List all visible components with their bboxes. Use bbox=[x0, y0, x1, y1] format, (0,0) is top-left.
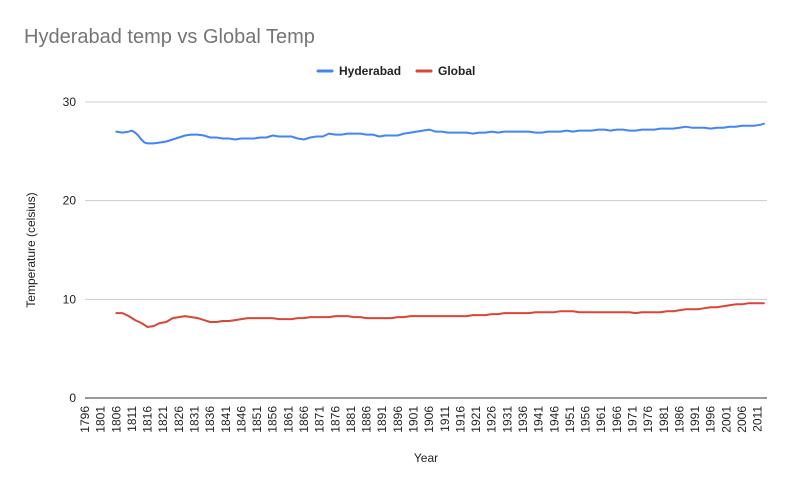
x-tick-label: 1831 bbox=[187, 406, 201, 433]
x-tick-label: 1856 bbox=[266, 406, 280, 433]
gridlines bbox=[85, 101, 767, 399]
series-line-hyderabad[interactable] bbox=[115, 122, 765, 145]
legend-label-global: Global bbox=[438, 64, 475, 78]
legend-label-hyderabad: Hyderabad bbox=[339, 64, 401, 78]
legend: Hyderabad Global bbox=[316, 64, 475, 78]
x-tick-label: 1821 bbox=[156, 406, 170, 433]
x-tick-label: 1806 bbox=[109, 406, 123, 433]
x-axis-label: Year bbox=[414, 451, 438, 465]
x-tick-label: 1881 bbox=[344, 406, 358, 433]
x-tick-label: 1866 bbox=[297, 406, 311, 433]
y-tick-label: 30 bbox=[63, 95, 77, 109]
x-tick-label: 1911 bbox=[438, 406, 452, 432]
x-tick-label: 2001 bbox=[719, 406, 733, 433]
x-tick-label: 1976 bbox=[641, 406, 655, 433]
x-tick-label: 1991 bbox=[688, 406, 702, 433]
x-tick-label: 1876 bbox=[328, 406, 342, 433]
x-tick-label: 1986 bbox=[672, 406, 686, 433]
x-tick-label: 1901 bbox=[406, 406, 420, 433]
x-tick-label: 1861 bbox=[281, 406, 295, 433]
x-tick-label: 1826 bbox=[172, 406, 186, 433]
x-axis-ticks: 1796 1801 1806 1811 1816 1821 1826 1831 1836 1841… bbox=[78, 406, 765, 433]
x-tick-label: 1841 bbox=[219, 406, 233, 433]
y-axis-ticks: 0 10 20 30 bbox=[63, 95, 77, 405]
x-tick-label: 1966 bbox=[610, 406, 624, 433]
x-tick-label: 1871 bbox=[313, 406, 327, 433]
x-tick-label: 1936 bbox=[516, 406, 530, 433]
x-tick-label: 1996 bbox=[704, 406, 718, 433]
x-tick-label: 1891 bbox=[375, 406, 389, 433]
x-tick-label: 1921 bbox=[469, 406, 483, 433]
x-tick-label: 1796 bbox=[78, 406, 92, 433]
legend-item-global[interactable]: Global bbox=[415, 64, 475, 78]
x-tick-label: 2006 bbox=[735, 406, 749, 433]
x-tick-label: 1951 bbox=[563, 406, 577, 433]
x-tick-label: 1926 bbox=[485, 406, 499, 433]
x-tick-label: 1941 bbox=[532, 406, 546, 433]
x-tick-label: 1811 bbox=[125, 406, 139, 432]
x-tick-label: 1981 bbox=[657, 406, 671, 433]
x-tick-label: 1971 bbox=[625, 406, 639, 433]
y-axis-label: Temperature (celsius) bbox=[24, 192, 38, 307]
chart-title: Hyderabad temp vs Global Temp bbox=[24, 26, 315, 48]
series-line-global[interactable] bbox=[115, 302, 765, 328]
x-tick-label: 1836 bbox=[203, 406, 217, 433]
x-tick-label: 1816 bbox=[141, 406, 155, 433]
x-tick-label: 1956 bbox=[579, 406, 593, 433]
series-lines bbox=[115, 122, 765, 328]
x-tick-label: 2011 bbox=[751, 406, 765, 432]
x-tick-label: 1916 bbox=[453, 406, 467, 433]
x-tick-label: 1931 bbox=[500, 406, 514, 433]
y-tick-label: 20 bbox=[63, 194, 77, 208]
x-tick-label: 1851 bbox=[250, 406, 264, 433]
x-tick-label: 1896 bbox=[391, 406, 405, 433]
y-tick-label: 0 bbox=[69, 391, 76, 405]
x-tick-label: 1906 bbox=[422, 406, 436, 433]
legend-item-hyderabad[interactable]: Hyderabad bbox=[316, 64, 401, 78]
x-tick-label: 1801 bbox=[94, 406, 108, 433]
x-tick-label: 1946 bbox=[547, 406, 561, 433]
x-tick-label: 1886 bbox=[360, 406, 374, 433]
y-tick-label: 10 bbox=[63, 292, 77, 306]
x-tick-label: 1961 bbox=[594, 406, 608, 433]
x-tick-label: 1846 bbox=[234, 406, 248, 433]
